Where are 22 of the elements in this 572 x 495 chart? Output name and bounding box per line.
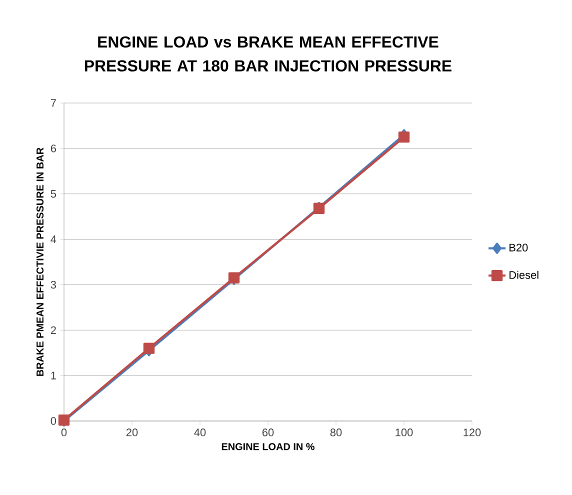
legend-label: Diesel (510, 270, 538, 279)
y-tick-label: 3 (50, 280, 56, 289)
point (398, 131, 410, 143)
y-tick-label: 2 (50, 326, 56, 334)
x-tick-label: 80 (330, 428, 342, 436)
y-tick-label: 0 (50, 417, 56, 425)
y-axis-title: BRAKE PMEAN EFFECTIVIE PRESSURE IN BAR (36, 148, 44, 376)
legend-label: B20 (510, 244, 528, 252)
chart-title: ENGINE LOAD vs BRAKE MEAN EFFECTIVE PRESSURE AT 180 BAR INJECTION PRESSURE (84, 36, 452, 72)
y-tick-label: 6 (50, 144, 56, 152)
point (143, 342, 155, 354)
x-tick-label: 20 (126, 428, 138, 436)
x-tick-label: 100 (396, 428, 413, 436)
x-tick-label: 40 (194, 428, 206, 436)
x-axis-title: ENGINE LOAD IN % (222, 443, 315, 450)
y-tick-label: 1 (51, 372, 56, 380)
x-tick-label: 0 (61, 428, 67, 436)
y-tick-label: 4 (50, 236, 56, 244)
x-tick-label: 60 (262, 428, 274, 436)
y-tick-label: 7 (50, 99, 56, 107)
x-tick-label: 120 (464, 428, 481, 436)
y-tick-label: 5 (50, 190, 56, 198)
